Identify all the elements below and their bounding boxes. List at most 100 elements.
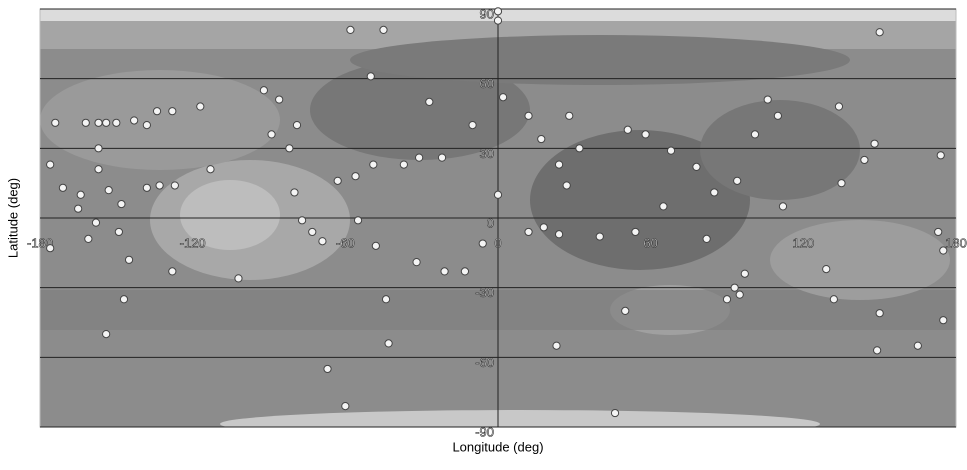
- point: [874, 347, 881, 354]
- point: [731, 284, 738, 291]
- point: [169, 268, 176, 275]
- point: [611, 409, 618, 416]
- point: [441, 268, 448, 275]
- x-tick-label: 60: [643, 235, 657, 250]
- point: [118, 200, 125, 207]
- x-tick-label: -60: [336, 235, 355, 250]
- point: [92, 219, 99, 226]
- x-tick-label: 0: [494, 235, 501, 250]
- y-tick-label: 30: [480, 146, 494, 161]
- point: [342, 403, 349, 410]
- point: [555, 161, 562, 168]
- point: [95, 145, 102, 152]
- y-tick-label: -60: [475, 355, 494, 370]
- point: [309, 228, 316, 235]
- point: [95, 119, 102, 126]
- point: [354, 217, 361, 224]
- point: [596, 233, 603, 240]
- point: [77, 191, 84, 198]
- point: [372, 242, 379, 249]
- point: [59, 184, 66, 191]
- point: [319, 238, 326, 245]
- x-axis-label: Longitude (deg): [452, 439, 543, 454]
- point: [156, 182, 163, 189]
- point: [82, 119, 89, 126]
- point: [347, 26, 354, 33]
- point: [525, 112, 532, 119]
- point: [385, 340, 392, 347]
- point: [370, 161, 377, 168]
- point: [143, 122, 150, 129]
- point: [380, 26, 387, 33]
- point: [935, 228, 942, 235]
- y-tick-label: 0: [487, 215, 494, 230]
- point: [426, 98, 433, 105]
- point: [494, 17, 501, 24]
- point: [693, 163, 700, 170]
- point: [416, 154, 423, 161]
- point: [494, 8, 501, 15]
- point: [711, 189, 718, 196]
- point: [461, 268, 468, 275]
- point: [553, 342, 560, 349]
- chart: Longitude (deg) Latitude (deg) -90 -60 -30…: [0, 0, 967, 465]
- point: [197, 103, 204, 110]
- point: [540, 224, 547, 231]
- y-tick-label: 90: [480, 6, 494, 21]
- point: [823, 265, 830, 272]
- point: [835, 103, 842, 110]
- point: [367, 73, 374, 80]
- point: [751, 131, 758, 138]
- x-tick-label: -120: [180, 235, 206, 250]
- point: [741, 270, 748, 277]
- point: [153, 108, 160, 115]
- point: [525, 228, 532, 235]
- point: [125, 256, 132, 263]
- point: [103, 331, 110, 338]
- point: [115, 228, 122, 235]
- point: [736, 291, 743, 298]
- y-tick-label: -30: [475, 285, 494, 300]
- point: [268, 131, 275, 138]
- point: [566, 112, 573, 119]
- point: [113, 119, 120, 126]
- point: [538, 135, 545, 142]
- point: [85, 235, 92, 242]
- y-tick-label: 60: [480, 76, 494, 91]
- point: [871, 140, 878, 147]
- point: [171, 182, 178, 189]
- point: [494, 191, 501, 198]
- point: [876, 310, 883, 317]
- point: [499, 94, 506, 101]
- point: [734, 177, 741, 184]
- point: [563, 182, 570, 189]
- y-tick-label: -90: [475, 424, 494, 439]
- point: [334, 177, 341, 184]
- point: [352, 173, 359, 180]
- point: [940, 317, 947, 324]
- point: [103, 119, 110, 126]
- point: [838, 180, 845, 187]
- point: [469, 122, 476, 129]
- point: [479, 240, 486, 247]
- x-tick-label: 120: [792, 235, 814, 250]
- point: [291, 189, 298, 196]
- point: [937, 152, 944, 159]
- point: [779, 203, 786, 210]
- point: [75, 205, 82, 212]
- point: [632, 228, 639, 235]
- point: [940, 247, 947, 254]
- x-tick-label: 180: [945, 235, 967, 250]
- point: [413, 259, 420, 266]
- point: [764, 96, 771, 103]
- y-axis-label: Latitude (deg): [5, 178, 20, 258]
- point: [774, 112, 781, 119]
- point: [207, 166, 214, 173]
- point: [286, 145, 293, 152]
- point: [105, 187, 112, 194]
- point: [642, 131, 649, 138]
- point: [400, 161, 407, 168]
- point: [667, 147, 674, 154]
- point: [660, 203, 667, 210]
- point: [52, 119, 59, 126]
